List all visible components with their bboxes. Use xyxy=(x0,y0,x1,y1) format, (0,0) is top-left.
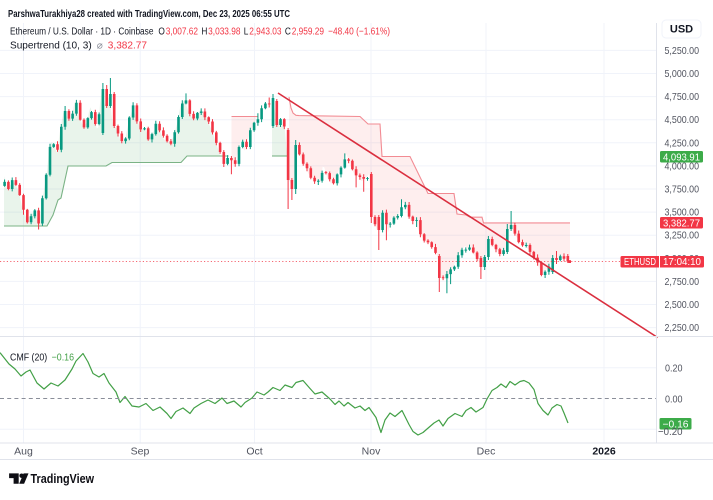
svg-text:0.20: 0.20 xyxy=(665,363,683,375)
svg-text:CMF (20)−0.16: CMF (20)−0.16 xyxy=(10,353,74,364)
svg-text:0.00: 0.00 xyxy=(665,393,683,405)
svg-text:−0.20: −0.20 xyxy=(658,426,683,438)
svg-text:Oct: Oct xyxy=(246,446,262,458)
svg-text:3,500.00: 3,500.00 xyxy=(665,207,700,219)
svg-text:5,250.00: 5,250.00 xyxy=(665,45,700,57)
svg-text:2,250.00: 2,250.00 xyxy=(665,322,700,334)
svg-text:TradingView: TradingView xyxy=(31,471,95,486)
svg-text:4,250.00: 4,250.00 xyxy=(665,137,700,149)
svg-text:5,000.00: 5,000.00 xyxy=(665,68,700,80)
svg-text:2,750.00: 2,750.00 xyxy=(665,276,700,288)
svg-text:Nov: Nov xyxy=(362,446,381,458)
svg-text:2026: 2026 xyxy=(592,446,616,458)
svg-text:Ethereum / U.S. Dollar · 1D ·: Ethereum / U.S. Dollar · 1D · CoinbaseO3… xyxy=(10,27,390,38)
svg-text:4,750.00: 4,750.00 xyxy=(665,91,700,103)
svg-text:−0.16: −0.16 xyxy=(663,419,689,430)
svg-text:ParshwaTurakhiya28 created wit: ParshwaTurakhiya28 created with TradingV… xyxy=(8,8,290,20)
svg-text:Supertrend (10, 3)⌀3,382.77: Supertrend (10, 3) ⌀ 3,382.77 xyxy=(10,41,147,52)
svg-text:USD: USD xyxy=(670,24,693,36)
svg-text:17:04:10: 17:04:10 xyxy=(663,257,701,268)
svg-text:4,000.00: 4,000.00 xyxy=(665,160,700,172)
svg-text:ETHUSD: ETHUSD xyxy=(624,257,656,268)
svg-text:Sep: Sep xyxy=(131,446,150,458)
svg-text:Dec: Dec xyxy=(477,446,496,458)
svg-text:3,750.00: 3,750.00 xyxy=(665,184,700,196)
svg-text:2,500.00: 2,500.00 xyxy=(665,299,700,311)
svg-text:3,250.00: 3,250.00 xyxy=(665,230,700,242)
svg-text:4,093.91: 4,093.91 xyxy=(663,151,700,163)
svg-text:3,382.77: 3,382.77 xyxy=(663,217,700,229)
svg-text:Aug: Aug xyxy=(14,446,33,458)
svg-text:4,500.00: 4,500.00 xyxy=(665,114,700,126)
